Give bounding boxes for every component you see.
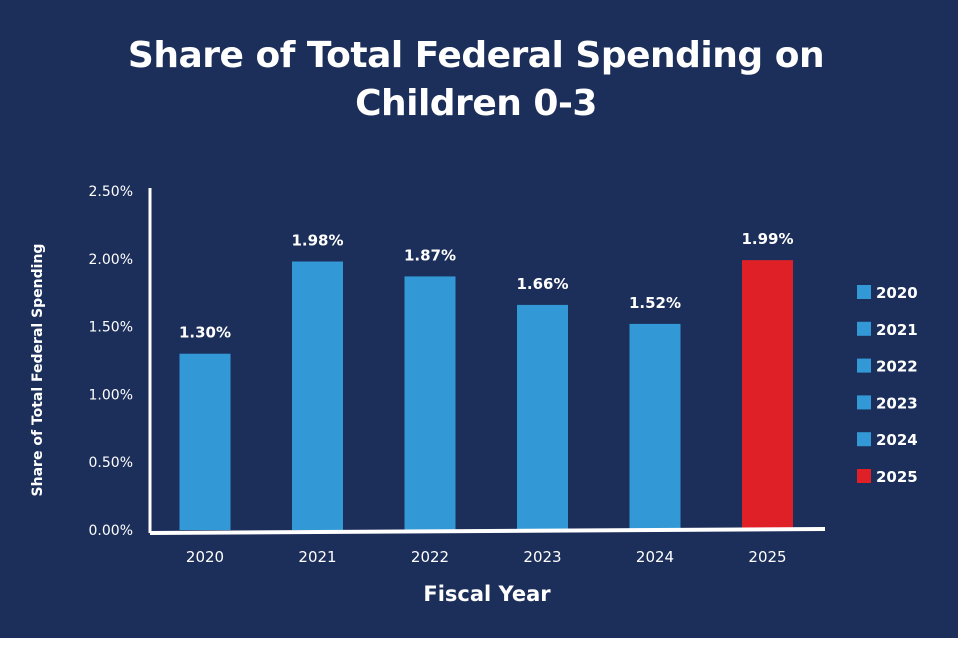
x-axis-line xyxy=(149,527,826,535)
x-tick-label: 2023 xyxy=(523,548,561,566)
legend-swatch xyxy=(857,469,871,483)
x-tick-label: 2022 xyxy=(411,548,449,566)
bar xyxy=(629,323,681,530)
legend-item: 2023 xyxy=(857,394,918,412)
legend-label: 2024 xyxy=(876,431,918,449)
bar xyxy=(404,276,456,530)
bar xyxy=(517,304,568,530)
bar-data-label: 1.52% xyxy=(629,294,681,312)
legend-label: 2021 xyxy=(876,321,918,339)
bar xyxy=(742,260,793,530)
bar xyxy=(292,261,343,530)
legend-label: 2022 xyxy=(876,358,918,376)
y-axis-ticks: 0.00% 0.50% 1.00% 1.50% 2.00% 2.50% xyxy=(89,184,133,539)
legend-label: 2020 xyxy=(876,284,918,302)
legend-item: 2021 xyxy=(857,321,918,339)
x-tick-label: 2024 xyxy=(636,548,674,566)
legend-item: 2025 xyxy=(857,468,918,486)
chart-title: Share of Total Federal Spending on Child… xyxy=(0,32,952,128)
bar xyxy=(179,353,231,530)
y-tick-label: 2.00% xyxy=(89,252,133,268)
y-axis-label: Share of Total Federal Spending xyxy=(30,244,46,497)
bar-data-label: 1.98% xyxy=(291,232,343,250)
legend-swatch xyxy=(857,358,871,373)
legend-swatch xyxy=(857,395,871,410)
legend-label: 2025 xyxy=(876,468,918,486)
bar-data-label: 1.99% xyxy=(741,230,793,248)
y-tick-label: 1.00% xyxy=(89,387,133,403)
bar-data-label: 1.66% xyxy=(516,275,568,293)
legend-swatch xyxy=(857,321,871,336)
x-axis-ticks: 2020 2021 2022 2023 2024 2025 xyxy=(186,548,787,566)
chart-title-line-1: Share of Total Federal Spending on xyxy=(127,35,825,76)
x-tick-label: 2025 xyxy=(748,548,786,566)
x-tick-label: 2021 xyxy=(298,548,336,566)
x-tick-label: 2020 xyxy=(186,548,224,566)
legend-swatch xyxy=(857,285,871,299)
legend-item: 2022 xyxy=(857,358,918,376)
legend-item: 2024 xyxy=(857,431,918,449)
bar-data-label: 1.30% xyxy=(179,324,231,342)
data-labels: 1.30% 1.98% 1.87% 1.66% 1.52% 1.99% xyxy=(179,230,794,342)
bars xyxy=(179,260,793,530)
y-tick-label: 1.50% xyxy=(89,320,133,336)
legend-item: 2020 xyxy=(857,284,918,302)
y-tick-label: 0.00% xyxy=(89,523,133,539)
legend: 2020 2021 2022 2023 2024 2025 xyxy=(857,284,918,486)
bar-data-label: 1.87% xyxy=(404,246,456,264)
legend-swatch xyxy=(857,432,871,447)
y-tick-label: 0.50% xyxy=(89,455,133,471)
y-tick-label: 2.50% xyxy=(89,184,133,200)
legend-label: 2023 xyxy=(876,394,918,412)
x-axis-label: Fiscal Year xyxy=(423,582,551,606)
chart-title-line-2: Children 0-3 xyxy=(355,83,597,124)
